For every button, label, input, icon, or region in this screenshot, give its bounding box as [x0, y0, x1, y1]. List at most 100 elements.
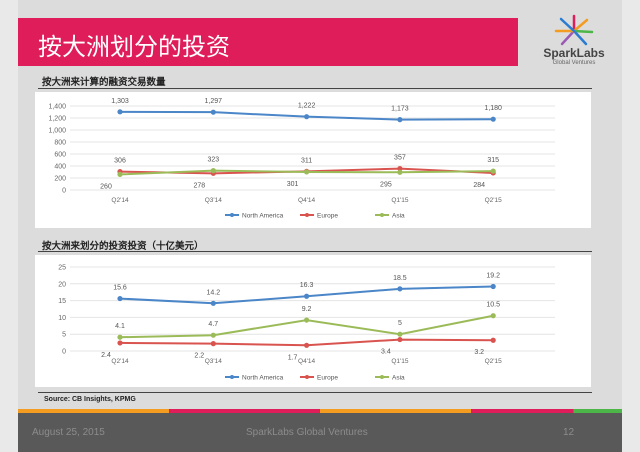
footer-date: August 25, 2015: [32, 427, 105, 438]
data-point: [117, 295, 123, 302]
data-point: [117, 171, 123, 177]
data-label: 1,180: [484, 105, 502, 112]
chart1-title: 按大洲来计算的融资交易数量: [42, 77, 166, 88]
data-label: 1,303: [111, 98, 129, 105]
legend-label: Europe: [317, 375, 338, 382]
data-point: [210, 109, 216, 115]
data-label: 10.5: [486, 302, 500, 309]
legend-marker: [305, 213, 309, 217]
data-label: 311: [301, 157, 312, 164]
x-tick-label: Q2'15: [485, 358, 503, 365]
data-point: [490, 283, 496, 290]
data-label: 3.4: [381, 349, 391, 356]
x-tick-label: Q2'14: [111, 197, 129, 204]
logo-sub: Global Ventures: [552, 60, 596, 66]
data-point: [117, 109, 123, 115]
x-tick-label: Q1'15: [391, 358, 409, 365]
y-tick-label: 10: [58, 315, 66, 322]
legend-label: North America: [242, 375, 284, 382]
data-point: [490, 337, 496, 343]
y-tick-label: 20: [58, 281, 66, 288]
legend-label: Asia: [392, 213, 405, 220]
data-point: [304, 114, 310, 120]
data-label: 284: [473, 182, 485, 189]
data-point: [304, 317, 310, 323]
legend-marker: [305, 375, 309, 379]
legend-label: Europe: [317, 213, 338, 220]
chart2-box: 0 5 10 15 20 25 Q2'14 Q3'14 Q4'14 Q1'15 Q2'15 15.6 1…: [35, 255, 591, 387]
data-point: [210, 300, 216, 306]
data-label: 5: [398, 320, 402, 327]
x-tick-label: Q4'14: [298, 358, 316, 365]
y-tick-label: 400: [54, 164, 66, 171]
color-band: [18, 409, 622, 413]
x-tick-label: Q2'14: [111, 358, 129, 365]
data-point: [490, 313, 496, 319]
divider: [38, 88, 592, 89]
y-tick-label: 15: [58, 298, 66, 305]
data-point: [490, 168, 496, 174]
y-tick-label: 1,000: [48, 128, 66, 135]
data-point: [210, 341, 216, 347]
data-label: 301: [287, 181, 299, 188]
data-point: [210, 168, 216, 174]
legend-label: North America: [242, 213, 284, 220]
x-tick-label: Q4'14: [298, 197, 316, 204]
data-label: 278: [193, 182, 205, 189]
data-point: [397, 117, 403, 123]
y-tick-label: 200: [54, 176, 66, 183]
data-label: 295: [380, 181, 392, 188]
y-tick-label: 25: [58, 265, 66, 272]
data-label: 260: [100, 183, 112, 190]
data-label: 306: [114, 158, 126, 165]
y-tick-label: 800: [54, 140, 66, 147]
y-tick-label: 1,400: [48, 104, 66, 111]
data-label: 3.2: [474, 349, 484, 356]
x-tick-label: Q1'15: [391, 197, 409, 204]
data-label: 18.5: [393, 275, 407, 282]
data-point: [490, 116, 496, 122]
logo-name: SparkLabs: [543, 46, 605, 60]
data-label: 357: [394, 155, 406, 162]
data-label: 14.2: [206, 289, 220, 296]
footer-org: SparkLabs Global Ventures: [246, 427, 368, 438]
data-label: 9.2: [302, 306, 312, 313]
y-tick-label: 1,200: [48, 116, 66, 123]
chart1-box: 0 200 400 600 800 1,000 1,200 1,400 Q2'14 Q3'14 Q4…: [35, 92, 591, 228]
data-label: 2.4: [101, 352, 111, 359]
data-label: 1,173: [391, 106, 409, 113]
data-point: [397, 165, 403, 172]
data-label: 1,297: [205, 98, 223, 105]
data-label: 19.2: [486, 272, 500, 279]
data-label: 323: [207, 157, 219, 164]
x-tick-label: Q2'15: [485, 197, 503, 204]
chart-deal-count: 0 200 400 600 800 1,000 1,200 1,400 Q2'14 Q3'14 Q4…: [48, 98, 555, 220]
chart2-title: 按大洲来划分的投资投资（十亿美元）: [42, 241, 204, 252]
divider: [38, 392, 592, 393]
data-label: 15.6: [113, 285, 127, 292]
x-tick-label: Q3'14: [205, 358, 223, 365]
legend-marker: [380, 213, 384, 217]
data-point: [210, 332, 216, 338]
data-label: 4.7: [208, 321, 218, 328]
legend-marker: [230, 375, 234, 379]
data-point: [304, 169, 310, 175]
data-point: [304, 293, 310, 299]
page-title: 按大洲划分的投资: [38, 33, 230, 61]
sparklabs-logo: SparkLabs Global Ventures: [532, 14, 616, 76]
data-point: [397, 331, 403, 337]
data-label: 4.1: [115, 323, 125, 330]
data-point: [397, 336, 403, 343]
y-tick-label: 0: [62, 349, 66, 356]
x-tick-label: Q3'14: [205, 197, 223, 204]
data-point: [304, 342, 310, 348]
y-tick-label: 600: [54, 152, 66, 159]
data-label: 1,222: [298, 103, 316, 110]
legend-marker: [380, 375, 384, 379]
divider: [38, 251, 592, 252]
y-tick-label: 0: [62, 188, 66, 195]
data-label: 16.3: [300, 282, 314, 289]
data-point: [117, 340, 123, 346]
data-label: 315: [487, 157, 499, 164]
data-point: [397, 286, 403, 292]
